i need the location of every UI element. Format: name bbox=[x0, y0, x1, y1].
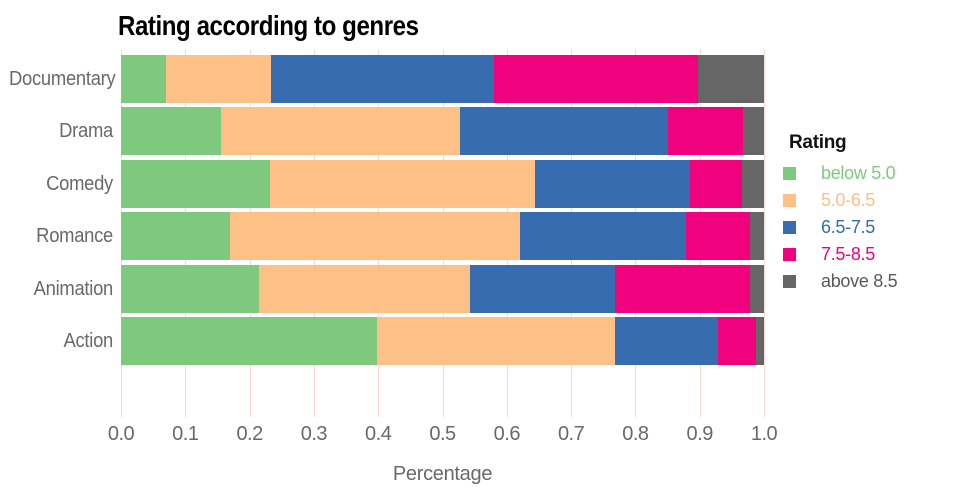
bar-row bbox=[121, 107, 764, 156]
bar-segment bbox=[519, 212, 686, 261]
x-tick-label: 0.4 bbox=[365, 423, 392, 445]
bar-segment bbox=[376, 317, 616, 365]
x-tick-label: 0.0 bbox=[107, 423, 135, 445]
bar-segment bbox=[121, 55, 166, 103]
x-tick-label: 0.5 bbox=[429, 423, 456, 445]
x-tick-label: 0.9 bbox=[686, 423, 714, 445]
bar-segment bbox=[470, 264, 616, 313]
bar-segment bbox=[121, 159, 271, 208]
x-tick-label: 0.6 bbox=[493, 423, 521, 445]
legend-item: 7.5-8.5 bbox=[783, 241, 897, 268]
bar-segment bbox=[697, 55, 764, 103]
bar-segment bbox=[270, 159, 536, 208]
y-axis-label: Animation bbox=[33, 277, 114, 300]
bar-segment bbox=[717, 317, 757, 365]
grid-line bbox=[764, 50, 765, 417]
bar-segment bbox=[493, 55, 698, 103]
legend-label: 5.0-6.5 bbox=[821, 190, 875, 210]
y-axis-label: Documentary bbox=[9, 68, 116, 90]
legend-item: below 5.0 bbox=[783, 160, 897, 187]
bar-segment bbox=[121, 317, 377, 365]
bar-row bbox=[121, 212, 764, 261]
bar-segment bbox=[749, 264, 764, 313]
x-tick-label: 0.3 bbox=[300, 423, 328, 445]
bar-segment bbox=[615, 317, 718, 365]
legend-label: 7.5-8.5 bbox=[821, 244, 875, 264]
legend-item: above 8.5 bbox=[783, 268, 898, 295]
x-tick-label: 1.0 bbox=[750, 423, 778, 445]
y-axis-label: Romance bbox=[36, 225, 113, 248]
bar-row bbox=[121, 264, 764, 313]
bar-row bbox=[121, 159, 764, 208]
bar-segment bbox=[615, 264, 750, 313]
x-tick-label: 0.7 bbox=[557, 423, 585, 445]
legend-label: above 8.5 bbox=[821, 271, 898, 291]
legend-item: 5.0-6.5 bbox=[783, 187, 897, 214]
x-tick-label: 0.8 bbox=[622, 423, 649, 445]
legend-label: below 5.0 bbox=[821, 163, 896, 183]
bar-segment bbox=[121, 107, 221, 156]
bar-segment bbox=[667, 107, 743, 156]
legend-swatch bbox=[783, 275, 796, 288]
x-axis-title: Percentage bbox=[392, 463, 493, 485]
legend-swatch bbox=[783, 221, 796, 234]
bar-row bbox=[121, 317, 764, 365]
legend-label: 6.5-7.5 bbox=[821, 217, 875, 237]
bar-segment bbox=[535, 159, 691, 208]
bar-segment bbox=[742, 159, 764, 208]
bar-segment bbox=[756, 317, 764, 365]
bar-segment bbox=[220, 107, 461, 156]
legend-items: below 5.0 5.0-6.5 6.5-7.5 7.5-8.5 above 8.5 bbox=[783, 160, 898, 295]
x-tick-label: 0.1 bbox=[172, 423, 199, 445]
bar-row bbox=[121, 55, 764, 103]
bar-segment bbox=[685, 212, 750, 261]
legend-swatch bbox=[783, 194, 796, 207]
bar-segment bbox=[460, 107, 668, 156]
chart-title: Rating according to genres bbox=[118, 10, 419, 41]
bar-segment bbox=[166, 55, 272, 103]
bar-segment bbox=[259, 264, 471, 313]
legend-item: 6.5-7.5 bbox=[783, 214, 897, 241]
bar-segment bbox=[742, 107, 764, 156]
x-tick-label: 0.2 bbox=[236, 423, 263, 445]
y-axis-label: Comedy bbox=[46, 172, 113, 195]
legend: Rating below 5.0 5.0-6.5 6.5-7.5 7.5-8.5 abo… bbox=[783, 132, 898, 295]
legend-swatch bbox=[783, 248, 796, 261]
bar-segment bbox=[230, 212, 520, 261]
bar-segment bbox=[271, 55, 494, 103]
y-axis-label: Action bbox=[63, 330, 114, 352]
legend-swatch bbox=[783, 167, 796, 180]
bar-segment bbox=[749, 212, 764, 261]
legend-title: Rating bbox=[789, 132, 847, 153]
y-axis-label: Drama bbox=[59, 120, 113, 143]
bar-segment bbox=[690, 159, 743, 208]
bar-segment bbox=[121, 212, 231, 261]
bar-segment bbox=[121, 264, 260, 313]
